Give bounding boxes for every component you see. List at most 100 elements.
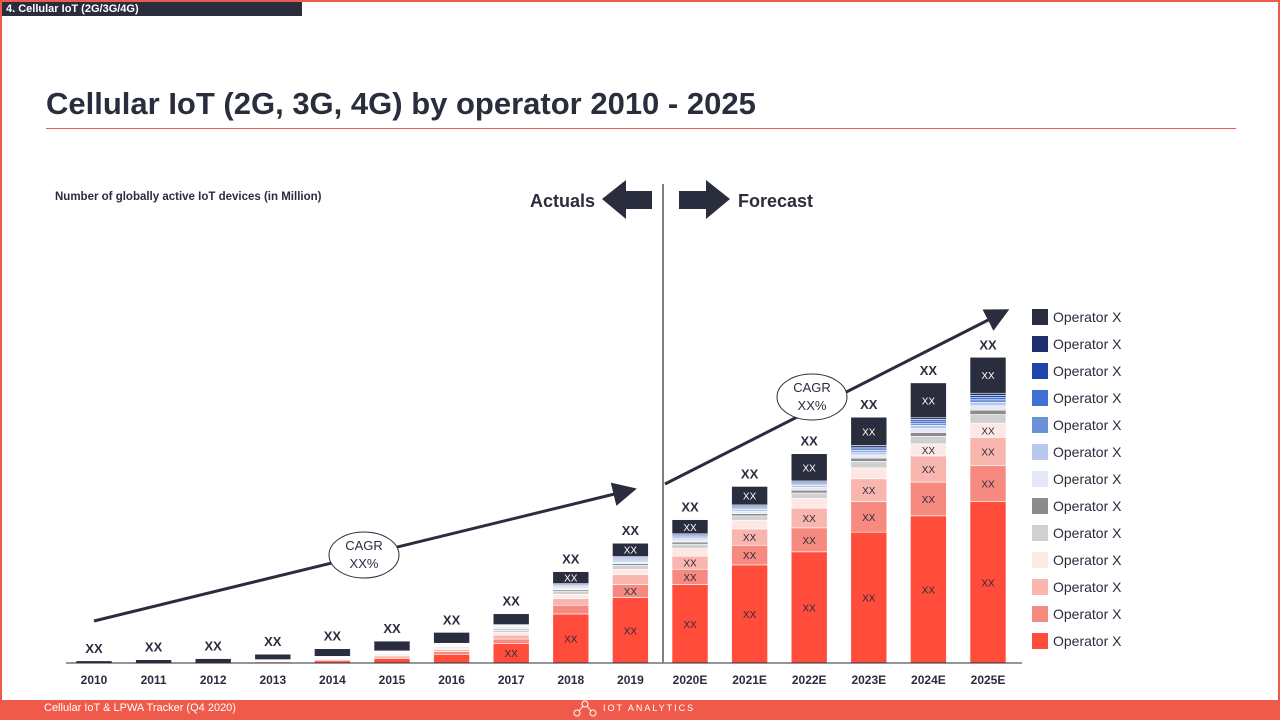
bar-segment-2024E-op6: [910, 425, 947, 429]
bar-segment-2019-op10: [612, 568, 649, 576]
bar-segment-2022E-op6: [790, 485, 828, 488]
segment-label-2022E-op11: XX: [803, 514, 817, 525]
total-label-2023E: XX: [860, 397, 878, 412]
bar-segment-2018-op1: [552, 571, 590, 584]
total-label-2024E: XX: [920, 363, 938, 378]
cagr-bubble-actuals-line2: XX%: [350, 556, 379, 571]
bar-segment-2018-op12: [552, 604, 590, 615]
page-title: Cellular IoT (2G, 3G, 4G) by operator 20…: [46, 86, 756, 121]
legend-label: Operator X: [1053, 390, 1122, 406]
cagr-bubble-actuals-line1: CAGR: [345, 538, 383, 553]
segment-label-2020E-op11: XX: [683, 559, 697, 570]
bar-segment-2025E-op9: [969, 414, 1007, 424]
segment-label-2020E-op1: XX: [683, 523, 697, 534]
bar-segment-2018-op10: [552, 594, 590, 599]
forecast-arrow-icon: [679, 180, 730, 219]
bar-segment-2023E-op9: [850, 461, 888, 469]
legend-swatch: [1032, 633, 1048, 649]
bar-segment-2024E-op1: [910, 382, 947, 419]
total-label-2022E: XX: [801, 434, 819, 449]
segment-label-2017-op13: XX: [505, 649, 519, 660]
bar-segment-2012-op1: [194, 658, 232, 664]
bar-segment-2022E-op8: [790, 489, 828, 494]
bar-segment-2024E-op12: [910, 481, 947, 517]
segment-label-2021E-op1: XX: [743, 492, 757, 503]
segment-label-2025E-op10: XX: [981, 426, 995, 437]
total-label-2016: XX: [443, 612, 461, 627]
bar-segment-2014-op1: [314, 648, 351, 657]
bar-segment-2018-op11: [552, 598, 590, 606]
bar-segment-2020E-op1: [671, 519, 709, 535]
segment-label-2019-op12: XX: [624, 587, 638, 598]
legend-label: Operator X: [1053, 552, 1122, 568]
legend-swatch: [1032, 579, 1048, 595]
bar-segment-2023E-op12: [850, 501, 888, 533]
bar-segment-2025E-op12: [969, 465, 1007, 502]
total-label-2018: XX: [562, 552, 580, 567]
bar-segment-2025E-op5: [969, 399, 1007, 403]
bar-segment-2021E-op1: [731, 486, 768, 506]
x-tick-label-2025E: 2025E: [971, 673, 1006, 687]
x-tick-label-2020E: 2020E: [673, 673, 708, 687]
total-label-2020E: XX: [681, 500, 699, 515]
bar-segment-2024E-op7: [910, 428, 947, 433]
bar-segment-2022E-op1: [790, 453, 828, 482]
cagr-bubble-actuals: CAGR XX%: [328, 531, 400, 579]
total-label-2025E: XX: [979, 337, 997, 352]
title-divider: [46, 128, 1236, 129]
bar-segment-2019-op9: [612, 565, 649, 570]
legend-label: Operator X: [1053, 579, 1122, 595]
x-tick-label-2012: 2012: [200, 673, 227, 687]
x-tick-label-2023E: 2023E: [851, 673, 886, 687]
x-tick-label-2014: 2014: [319, 673, 346, 687]
segment-label-2018-op1: XX: [564, 574, 578, 585]
bar-segment-2023E-op13: [850, 531, 888, 664]
legend-swatch: [1032, 363, 1048, 379]
bar-segment-2017-op11: [492, 634, 530, 640]
chart-subtitle: Number of globally active IoT devices (i…: [55, 191, 322, 203]
bar-segment-2021E-op6: [731, 509, 768, 512]
segment-label-2022E-op13: XX: [803, 603, 817, 614]
legend-label: Operator X: [1053, 444, 1122, 460]
segment-label-2022E-op12: XX: [803, 536, 817, 547]
legend-label: Operator X: [1053, 336, 1122, 352]
legend-swatch: [1032, 390, 1048, 406]
bar-segment-2025E-op6: [969, 402, 1007, 407]
total-label-2012: XX: [205, 639, 223, 654]
x-tick-label-2022E: 2022E: [792, 673, 827, 687]
bar-segment-2020E-op9: [671, 543, 709, 549]
segment-label-2024E-op11: XX: [922, 465, 936, 476]
bar-segment-2020E-op10: [671, 548, 709, 557]
bar-segment-2023E-op7: [850, 454, 888, 459]
bar-segment-2024E-op5: [910, 422, 947, 426]
segment-label-2023E-op12: XX: [862, 513, 876, 524]
network-logo-icon: [573, 700, 597, 717]
bar-segment-2016-op11: [433, 649, 470, 652]
footer-logo: [573, 700, 597, 717]
segment-label-2024E-op12: XX: [922, 495, 936, 506]
x-tick-label-2015: 2015: [379, 673, 406, 687]
legend-label: Operator X: [1053, 471, 1122, 487]
x-tick-label-2024E: 2024E: [911, 673, 946, 687]
legend-swatch: [1032, 552, 1048, 568]
bar-segment-2022E-op13: [790, 551, 828, 664]
bar-segment-2025E-op7: [969, 405, 1007, 411]
total-label-2013: XX: [264, 634, 282, 649]
bar-segment-2022E-op7: [790, 487, 828, 491]
bar-segment-2025E-op8: [969, 409, 1007, 415]
cagr-bubble-forecast-line1: CAGR: [793, 380, 831, 395]
bar-segment-2015-op1: [373, 640, 411, 652]
segment-label-2021E-op12: XX: [743, 551, 757, 562]
segment-label-2024E-op10: XX: [922, 446, 936, 457]
legend-label: Operator X: [1053, 633, 1122, 649]
bar-segment-2017-op10: [492, 632, 530, 636]
bar-segment-2020E-op7: [671, 539, 709, 543]
footer-brand-text: IOT ANALYTICS: [603, 703, 696, 713]
segment-label-2023E-op13: XX: [862, 594, 876, 605]
bar-segment-2024E-op4: [910, 420, 947, 424]
bar-segment-2022E-op10: [790, 498, 828, 509]
segment-label-2022E-op1: XX: [803, 463, 817, 474]
bar-segment-2025E-op11: [969, 437, 1007, 467]
